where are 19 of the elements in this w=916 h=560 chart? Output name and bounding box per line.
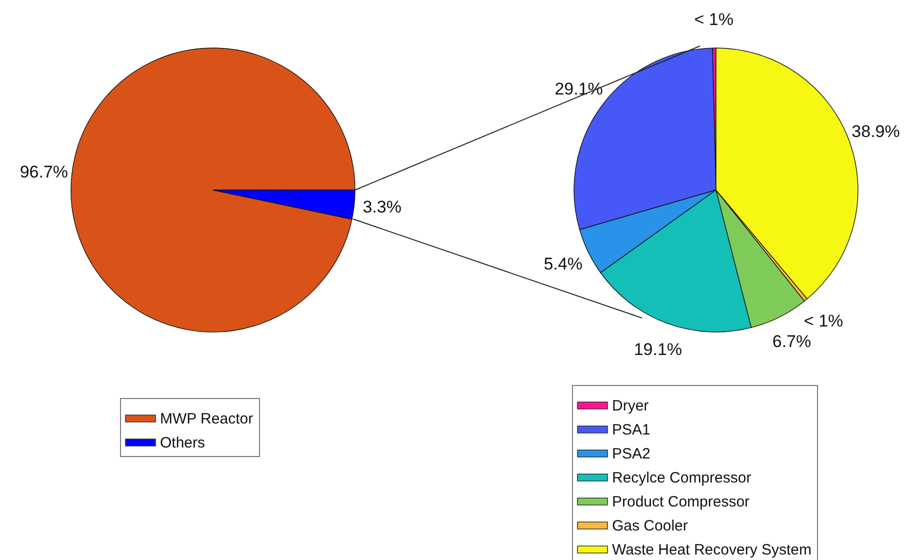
legend-label: Product Compressor <box>612 494 750 510</box>
data-label: 5.4% <box>544 254 582 274</box>
legend-label: PSA2 <box>612 446 650 462</box>
legend-label: Dryer <box>612 398 649 414</box>
data-label: 29.1% <box>554 80 603 99</box>
pie-slice <box>70 48 356 332</box>
data-label: 96.7% <box>20 162 68 182</box>
legend-label: Others <box>160 434 206 452</box>
legend-label: PSA1 <box>612 422 650 438</box>
data-label: 3.3% <box>362 198 402 217</box>
legend-label: Gas Cooler <box>612 518 688 534</box>
data-label: 19.1% <box>634 340 682 359</box>
legend-label: Waste Heat Recovery System <box>612 542 812 558</box>
data-label: < 1% <box>804 312 844 331</box>
data-label: 6.7% <box>772 332 812 352</box>
data-label: < 1% <box>694 10 734 30</box>
legend-label: Recylce Compressor <box>612 470 752 486</box>
legend-label: MWP Reactor <box>160 410 254 428</box>
data-label: 38.9% <box>852 122 900 141</box>
